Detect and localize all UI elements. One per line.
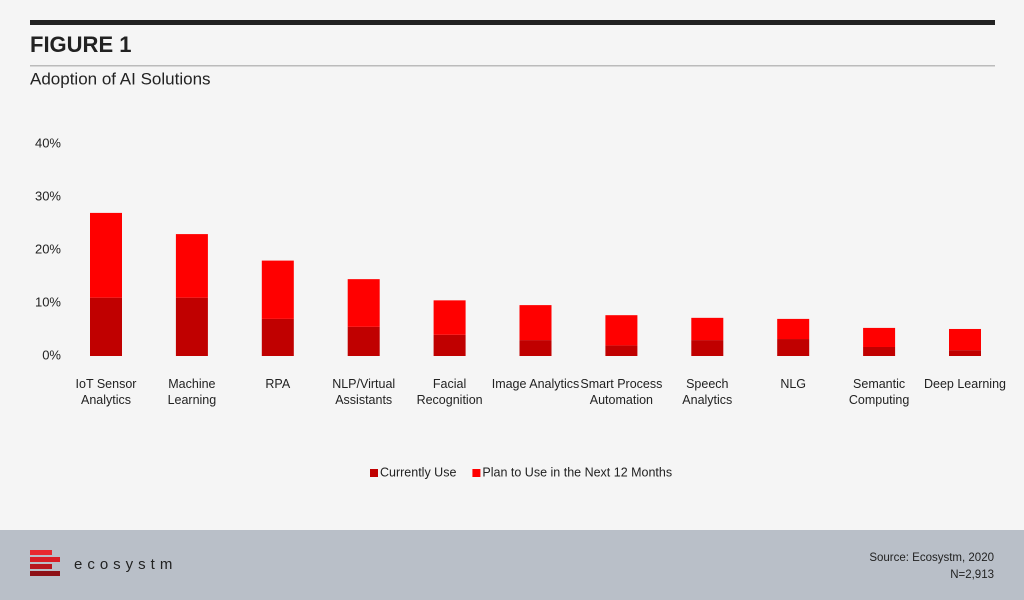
- brand: ecosystm: [74, 556, 177, 573]
- footer-band: [0, 530, 1024, 600]
- bar-segment: [90, 297, 122, 356]
- bar-segment: [777, 339, 810, 356]
- y-tick-label: 0%: [42, 347, 61, 362]
- source: Source: Ecosystm, 2020: [869, 552, 994, 564]
- bar-segment: [90, 212, 122, 298]
- x-tick-label: Deep Learning: [923, 377, 1006, 391]
- y-tick-label: 40%: [35, 135, 61, 150]
- bar-segment: [863, 327, 896, 347]
- legend-label: Currently Use: [380, 465, 456, 479]
- x-tick-label: RPA: [265, 377, 291, 391]
- x-tick-label: Smart Process Automation: [580, 377, 663, 407]
- sub-rule: [30, 65, 995, 67]
- bar-segment: [433, 300, 466, 335]
- bar-segment: [777, 318, 810, 340]
- x-tick-label: Machine Learning: [167, 377, 217, 407]
- bar-segment: [261, 318, 294, 356]
- bar-segment: [433, 334, 466, 356]
- y-tick-label: 10%: [35, 294, 61, 309]
- legend-label: Plan to Use in the Next 12 Months: [482, 465, 672, 479]
- legend-swatch: [370, 469, 378, 477]
- x-tick-label: IoT Sensor Analytics: [75, 377, 137, 407]
- bar-segment: [347, 279, 380, 327]
- x-tick-label: Semantic Computing: [848, 377, 910, 407]
- legend-swatch: [472, 469, 481, 477]
- logo-icon: [30, 550, 60, 576]
- bar-segment: [519, 340, 552, 356]
- top-rule: [30, 20, 995, 25]
- bar-segment: [519, 305, 552, 341]
- bar-segment: [949, 328, 981, 351]
- bar-segment: [347, 326, 380, 356]
- bar-segment: [605, 345, 638, 356]
- bar-segment: [691, 317, 724, 341]
- bar-segment: [175, 234, 208, 298]
- bar-segment: [605, 315, 638, 346]
- x-tick-label: NLP/Virtual Assistants: [332, 377, 396, 407]
- chart-title: Adoption of AI Solutions: [30, 69, 211, 88]
- bar-segment: [261, 260, 294, 319]
- y-tick-label: 20%: [35, 241, 61, 256]
- x-tick-label: Facial Recognition: [416, 377, 483, 407]
- x-tick-label: NLG: [780, 377, 807, 391]
- bar-segment: [691, 340, 724, 356]
- bar-segment: [863, 346, 896, 356]
- bar-segment: [175, 297, 208, 356]
- x-tick-label: Speech Analytics: [682, 377, 733, 407]
- sample-size: N=2,913: [950, 569, 994, 581]
- x-tick-label: Image Analytics: [491, 377, 580, 391]
- bar-segment: [949, 350, 981, 356]
- figure-label: FIGURE 1: [30, 32, 131, 57]
- y-tick-label: 30%: [35, 188, 61, 203]
